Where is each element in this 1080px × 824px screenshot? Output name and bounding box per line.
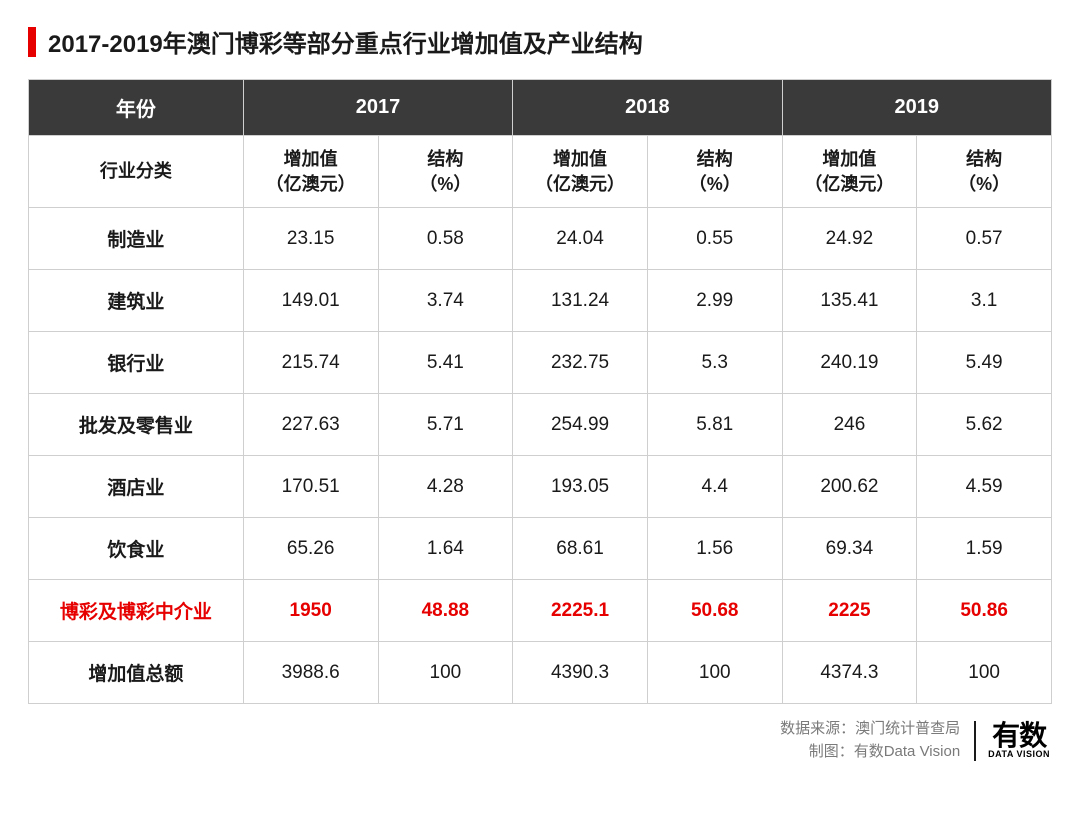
data-cell: 193.05 [513, 456, 648, 518]
table-body: 制造业23.150.5824.040.5524.920.57建筑业149.013… [29, 208, 1052, 704]
data-cell: 48.88 [378, 580, 513, 642]
data-cell: 100 [378, 642, 513, 704]
title-bar: 2017-2019年澳门博彩等部分重点行业增加值及产业结构 [28, 24, 1052, 59]
data-cell: 246 [782, 394, 917, 456]
data-cell: 2225.1 [513, 580, 648, 642]
credit-line: 制图：有数Data Vision [780, 741, 960, 764]
table-header-years: 年份 2017 2018 2019 [29, 80, 1052, 136]
data-cell: 23.15 [243, 208, 378, 270]
subcol: 增加值（亿澳元） [243, 136, 378, 208]
data-cell: 4374.3 [782, 642, 917, 704]
data-cell: 24.92 [782, 208, 917, 270]
data-cell: 5.3 [647, 332, 782, 394]
row-label: 增加值总额 [29, 642, 244, 704]
data-cell: 200.62 [782, 456, 917, 518]
data-cell: 232.75 [513, 332, 648, 394]
table-row: 建筑业149.013.74131.242.99135.413.1 [29, 270, 1052, 332]
data-cell: 240.19 [782, 332, 917, 394]
data-cell: 215.74 [243, 332, 378, 394]
data-cell: 4.59 [917, 456, 1052, 518]
row-label: 建筑业 [29, 270, 244, 332]
data-cell: 3.1 [917, 270, 1052, 332]
table-row: 银行业215.745.41232.755.3240.195.49 [29, 332, 1052, 394]
footer-text: 数据来源：澳门统计普查局 制图：有数Data Vision [780, 718, 960, 763]
subcol: 增加值（亿澳元） [782, 136, 917, 208]
industry-label-cell: 行业分类 [29, 136, 244, 208]
brand-cn: 有数 [992, 722, 1046, 750]
year-label-cell: 年份 [29, 80, 244, 136]
brand-divider [974, 721, 976, 761]
data-cell: 1.64 [378, 518, 513, 580]
source-line: 数据来源：澳门统计普查局 [780, 718, 960, 741]
data-cell: 2225 [782, 580, 917, 642]
data-cell: 5.49 [917, 332, 1052, 394]
row-label: 酒店业 [29, 456, 244, 518]
brand-logo: 有数 DATA VISION [988, 722, 1050, 759]
table-row: 博彩及博彩中介业195048.882225.150.68222550.86 [29, 580, 1052, 642]
data-cell: 227.63 [243, 394, 378, 456]
data-cell: 50.68 [647, 580, 782, 642]
title-accent-marker [28, 27, 36, 57]
data-cell: 149.01 [243, 270, 378, 332]
year-col-2019: 2019 [782, 80, 1051, 136]
data-cell: 1.59 [917, 518, 1052, 580]
row-label: 博彩及博彩中介业 [29, 580, 244, 642]
subcol: 结构（%） [647, 136, 782, 208]
data-cell: 68.61 [513, 518, 648, 580]
page-container: 2017-2019年澳门博彩等部分重点行业增加值及产业结构 年份 2017 20… [0, 0, 1080, 775]
year-col-2017: 2017 [243, 80, 512, 136]
data-cell: 5.41 [378, 332, 513, 394]
data-cell: 170.51 [243, 456, 378, 518]
data-cell: 2.99 [647, 270, 782, 332]
data-cell: 1950 [243, 580, 378, 642]
data-cell: 4.4 [647, 456, 782, 518]
table-row: 饮食业65.261.6468.611.5669.341.59 [29, 518, 1052, 580]
data-cell: 5.62 [917, 394, 1052, 456]
table-header-subcols: 行业分类 增加值（亿澳元） 结构（%） 增加值（亿澳元） 结构（%） 增加值（亿… [29, 136, 1052, 208]
row-label: 批发及零售业 [29, 394, 244, 456]
table-row: 酒店业170.514.28193.054.4200.624.59 [29, 456, 1052, 518]
subcol: 结构（%） [378, 136, 513, 208]
data-cell: 69.34 [782, 518, 917, 580]
subcol: 结构（%） [917, 136, 1052, 208]
data-cell: 5.81 [647, 394, 782, 456]
table-row: 制造业23.150.5824.040.5524.920.57 [29, 208, 1052, 270]
data-cell: 4.28 [378, 456, 513, 518]
row-label: 银行业 [29, 332, 244, 394]
data-cell: 3988.6 [243, 642, 378, 704]
data-cell: 24.04 [513, 208, 648, 270]
data-cell: 0.55 [647, 208, 782, 270]
data-cell: 1.56 [647, 518, 782, 580]
data-cell: 3.74 [378, 270, 513, 332]
data-cell: 65.26 [243, 518, 378, 580]
data-cell: 5.71 [378, 394, 513, 456]
footer: 数据来源：澳门统计普查局 制图：有数Data Vision 有数 DATA VI… [28, 718, 1052, 763]
data-cell: 50.86 [917, 580, 1052, 642]
industry-table: 年份 2017 2018 2019 行业分类 增加值（亿澳元） 结构（%） 增加… [28, 79, 1052, 704]
data-cell: 135.41 [782, 270, 917, 332]
data-cell: 0.58 [378, 208, 513, 270]
data-cell: 131.24 [513, 270, 648, 332]
subcol: 增加值（亿澳元） [513, 136, 648, 208]
brand-en: DATA VISION [988, 750, 1050, 759]
table-row: 增加值总额3988.61004390.31004374.3100 [29, 642, 1052, 704]
data-cell: 100 [917, 642, 1052, 704]
row-label: 制造业 [29, 208, 244, 270]
data-cell: 100 [647, 642, 782, 704]
data-cell: 4390.3 [513, 642, 648, 704]
table-row: 批发及零售业227.635.71254.995.812465.62 [29, 394, 1052, 456]
data-cell: 0.57 [917, 208, 1052, 270]
data-cell: 254.99 [513, 394, 648, 456]
page-title: 2017-2019年澳门博彩等部分重点行业增加值及产业结构 [48, 24, 643, 59]
row-label: 饮食业 [29, 518, 244, 580]
year-col-2018: 2018 [513, 80, 782, 136]
